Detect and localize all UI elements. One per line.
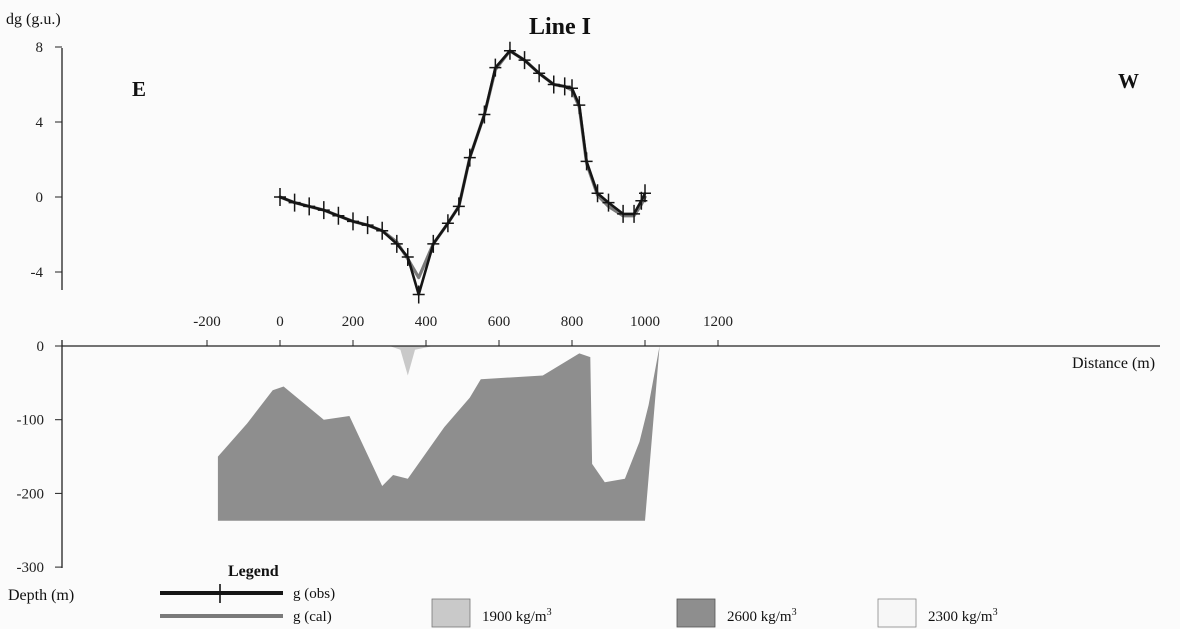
distance-ticks: -200 0 200 400 600 800 1000 1200	[193, 314, 733, 346]
legend-obs-label: g (obs)	[293, 586, 335, 602]
depth-tick-label: -300	[17, 560, 45, 576]
series-line-cal	[278, 49, 647, 280]
x-tick-label: 200	[342, 314, 365, 330]
density-model-panel: -200 0 200 400 600 800 1000 1200 0-100-200-300 …	[8, 314, 1160, 604]
depth-tick-label: 0	[37, 339, 45, 355]
y-tick-label: 8	[36, 40, 44, 56]
x-tick-label: 0	[276, 314, 284, 330]
density-body-2600	[217, 346, 660, 521]
y-axis-label: dg (g.u.)	[6, 11, 61, 28]
series-line-obs	[278, 49, 647, 296]
legend-2600-swatch	[676, 598, 716, 628]
direction-east-label: E	[132, 77, 146, 101]
x-tick-label: 1200	[703, 314, 733, 330]
y-tick-label: 4	[36, 115, 44, 131]
gravity-anomaly-panel: Line I dg (g.u.) E W 8 4 0 -4	[6, 11, 1139, 304]
x-tick-label: 1000	[630, 314, 660, 330]
legend-1900-swatch	[431, 598, 471, 628]
x-tick-label: 600	[488, 314, 511, 330]
legend-2300-swatch	[877, 598, 917, 628]
direction-west-label: W	[1118, 69, 1139, 93]
depth-axis-label: Depth (m)	[8, 587, 74, 604]
gravity-series	[274, 41, 651, 304]
legend-2300-label: 2300 kg/m3	[928, 607, 998, 625]
x-tick-label: 800	[561, 314, 584, 330]
x-axis-label: Distance (m)	[1072, 355, 1155, 372]
depth-tick-label: -100	[17, 413, 45, 429]
x-tick-label: -200	[193, 314, 221, 330]
x-tick-label: 400	[415, 314, 438, 330]
chart-title: Line I	[529, 14, 591, 40]
legend-2600-label: 2600 kg/m3	[727, 607, 797, 625]
y-tick-label: 0	[36, 190, 44, 206]
depth-ticks: 0 -100 -200 -300	[17, 339, 62, 576]
y-tick-label: -4	[31, 265, 44, 281]
density-body-1900	[276, 346, 649, 376]
depth-tick-label: -200	[17, 486, 45, 502]
gravity-y-ticks: 8 4 0 -4	[31, 40, 62, 281]
legend-title: Legend	[228, 563, 279, 580]
legend-cal-label: g (cal)	[293, 609, 332, 625]
density-bodies	[217, 346, 660, 521]
legend-1900-label: 1900 kg/m3	[482, 607, 552, 625]
legend: Legend g (obs) g (cal) 1900 kg/m3 2600 k…	[160, 563, 998, 628]
